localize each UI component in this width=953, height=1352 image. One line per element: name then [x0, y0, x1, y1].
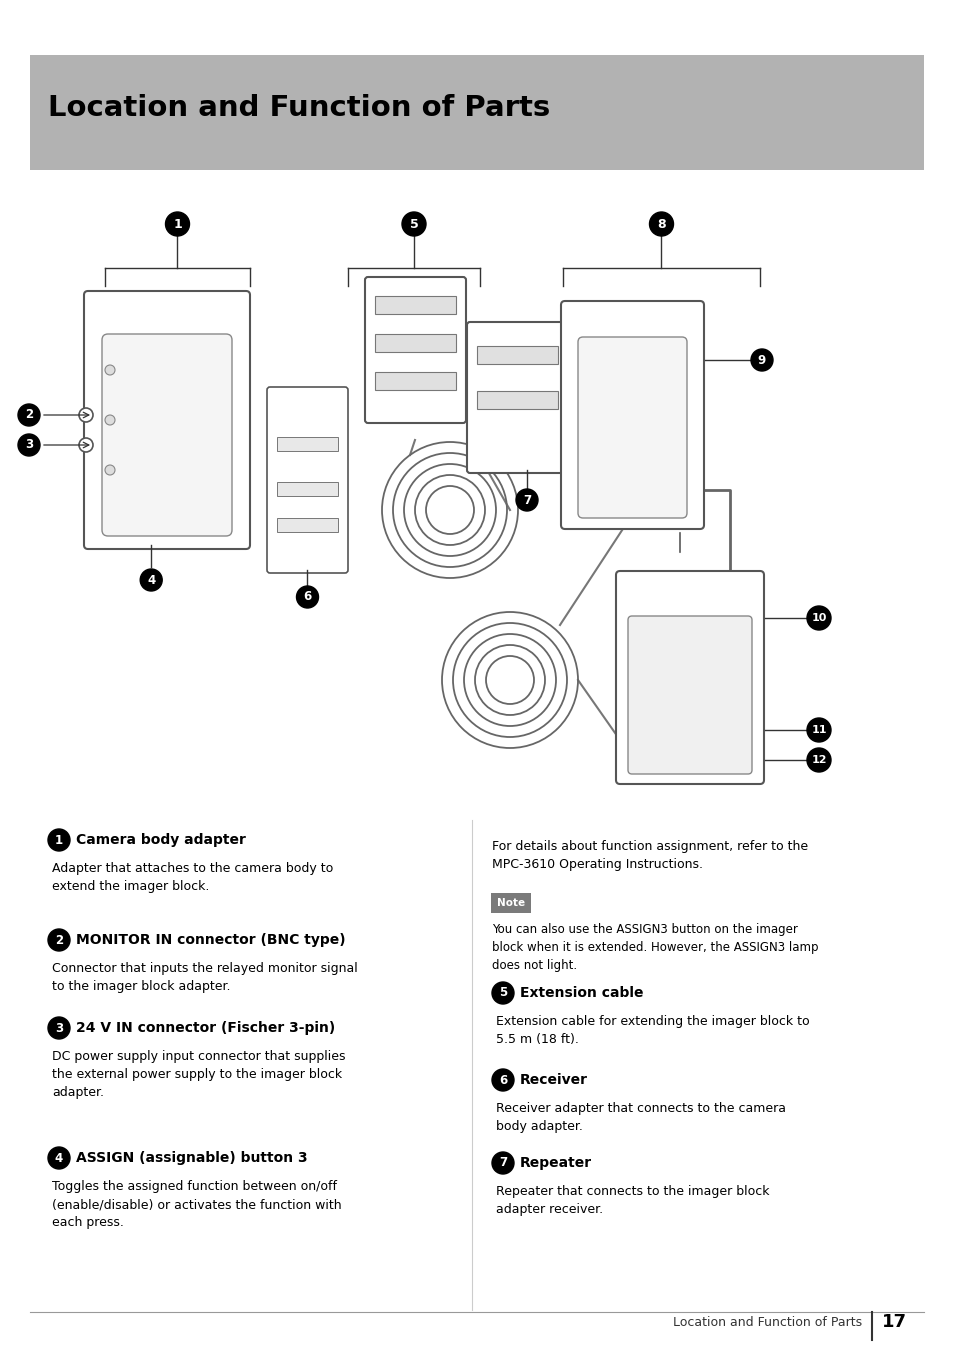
Text: 8: 8: [657, 218, 665, 230]
Text: MONITOR IN connector (BNC type): MONITOR IN connector (BNC type): [76, 933, 345, 946]
Circle shape: [649, 212, 673, 237]
Circle shape: [48, 1146, 70, 1169]
Text: 7: 7: [498, 1156, 507, 1169]
Circle shape: [401, 212, 426, 237]
Circle shape: [806, 606, 830, 630]
Circle shape: [18, 434, 40, 456]
Text: 24 V IN connector (Fischer 3-pin): 24 V IN connector (Fischer 3-pin): [76, 1021, 335, 1036]
FancyBboxPatch shape: [476, 346, 558, 364]
Text: Extension cable for extending the imager block to
5.5 m (18 ft).: Extension cable for extending the imager…: [496, 1015, 809, 1046]
Text: 6: 6: [498, 1073, 507, 1087]
Text: Connector that inputs the relayed monitor signal
to the imager block adapter.: Connector that inputs the relayed monito…: [52, 963, 357, 992]
Circle shape: [18, 404, 40, 426]
Circle shape: [140, 569, 162, 591]
Text: Toggles the assigned function between on/off
(enable/disable) or activates the f: Toggles the assigned function between on…: [52, 1180, 341, 1229]
FancyBboxPatch shape: [467, 322, 567, 473]
FancyBboxPatch shape: [276, 483, 337, 496]
Circle shape: [296, 585, 318, 608]
Circle shape: [806, 718, 830, 742]
Circle shape: [79, 438, 92, 452]
FancyBboxPatch shape: [84, 291, 250, 549]
Circle shape: [516, 489, 537, 511]
Circle shape: [79, 408, 92, 422]
Text: Location and Function of Parts: Location and Function of Parts: [48, 95, 550, 122]
Text: Camera body adapter: Camera body adapter: [76, 833, 246, 846]
Text: 2: 2: [25, 408, 33, 422]
FancyBboxPatch shape: [560, 301, 703, 529]
Text: Repeater that connects to the imager block
adapter receiver.: Repeater that connects to the imager blo…: [496, 1184, 769, 1215]
Text: 9: 9: [757, 353, 765, 366]
Text: 10: 10: [810, 612, 826, 623]
Circle shape: [105, 365, 115, 375]
Text: 4: 4: [147, 573, 155, 587]
FancyBboxPatch shape: [276, 518, 337, 531]
Text: 5: 5: [409, 218, 418, 230]
Text: Repeater: Repeater: [519, 1156, 592, 1169]
Text: 12: 12: [810, 754, 826, 765]
Text: ASSIGN (assignable) button 3: ASSIGN (assignable) button 3: [76, 1151, 307, 1165]
Text: 17: 17: [881, 1313, 905, 1330]
Circle shape: [492, 982, 514, 1005]
Text: Receiver adapter that connects to the camera
body adapter.: Receiver adapter that connects to the ca…: [496, 1102, 785, 1133]
FancyBboxPatch shape: [578, 337, 686, 518]
Text: Note: Note: [497, 898, 524, 909]
Text: 5: 5: [498, 987, 507, 999]
FancyBboxPatch shape: [476, 391, 558, 410]
Text: 3: 3: [25, 438, 33, 452]
Text: 1: 1: [55, 833, 63, 846]
Text: You can also use the ASSIGN3 button on the imager
block when it is extended. How: You can also use the ASSIGN3 button on t…: [492, 923, 818, 972]
Text: 7: 7: [522, 493, 531, 507]
Circle shape: [750, 349, 772, 370]
Circle shape: [48, 829, 70, 850]
Circle shape: [806, 748, 830, 772]
FancyBboxPatch shape: [267, 387, 348, 573]
Text: For details about function assignment, refer to the
MPC-3610 Operating Instructi: For details about function assignment, r…: [492, 840, 807, 871]
Circle shape: [165, 212, 190, 237]
Text: Receiver: Receiver: [519, 1073, 587, 1087]
Text: 4: 4: [55, 1152, 63, 1164]
Text: Extension cable: Extension cable: [519, 986, 643, 1000]
Circle shape: [492, 1069, 514, 1091]
Text: Location and Function of Parts: Location and Function of Parts: [672, 1315, 862, 1329]
Text: 6: 6: [303, 591, 312, 603]
Text: 2: 2: [55, 933, 63, 946]
Text: Adapter that attaches to the camera body to
extend the imager block.: Adapter that attaches to the camera body…: [52, 863, 333, 894]
FancyBboxPatch shape: [627, 617, 751, 773]
Text: DC power supply input connector that supplies
the external power supply to the i: DC power supply input connector that sup…: [52, 1051, 345, 1099]
Text: 1: 1: [172, 218, 182, 230]
FancyBboxPatch shape: [616, 571, 763, 784]
FancyBboxPatch shape: [365, 277, 465, 423]
Circle shape: [105, 465, 115, 475]
FancyBboxPatch shape: [375, 296, 456, 314]
FancyBboxPatch shape: [375, 334, 456, 352]
Circle shape: [492, 1152, 514, 1174]
Circle shape: [48, 929, 70, 950]
FancyBboxPatch shape: [276, 437, 337, 452]
Text: 11: 11: [810, 725, 826, 735]
FancyBboxPatch shape: [102, 334, 232, 535]
Bar: [30, 55, 923, 170]
Text: 3: 3: [55, 1022, 63, 1034]
FancyBboxPatch shape: [375, 372, 456, 389]
Circle shape: [48, 1017, 70, 1038]
Circle shape: [105, 415, 115, 425]
FancyBboxPatch shape: [491, 894, 531, 913]
